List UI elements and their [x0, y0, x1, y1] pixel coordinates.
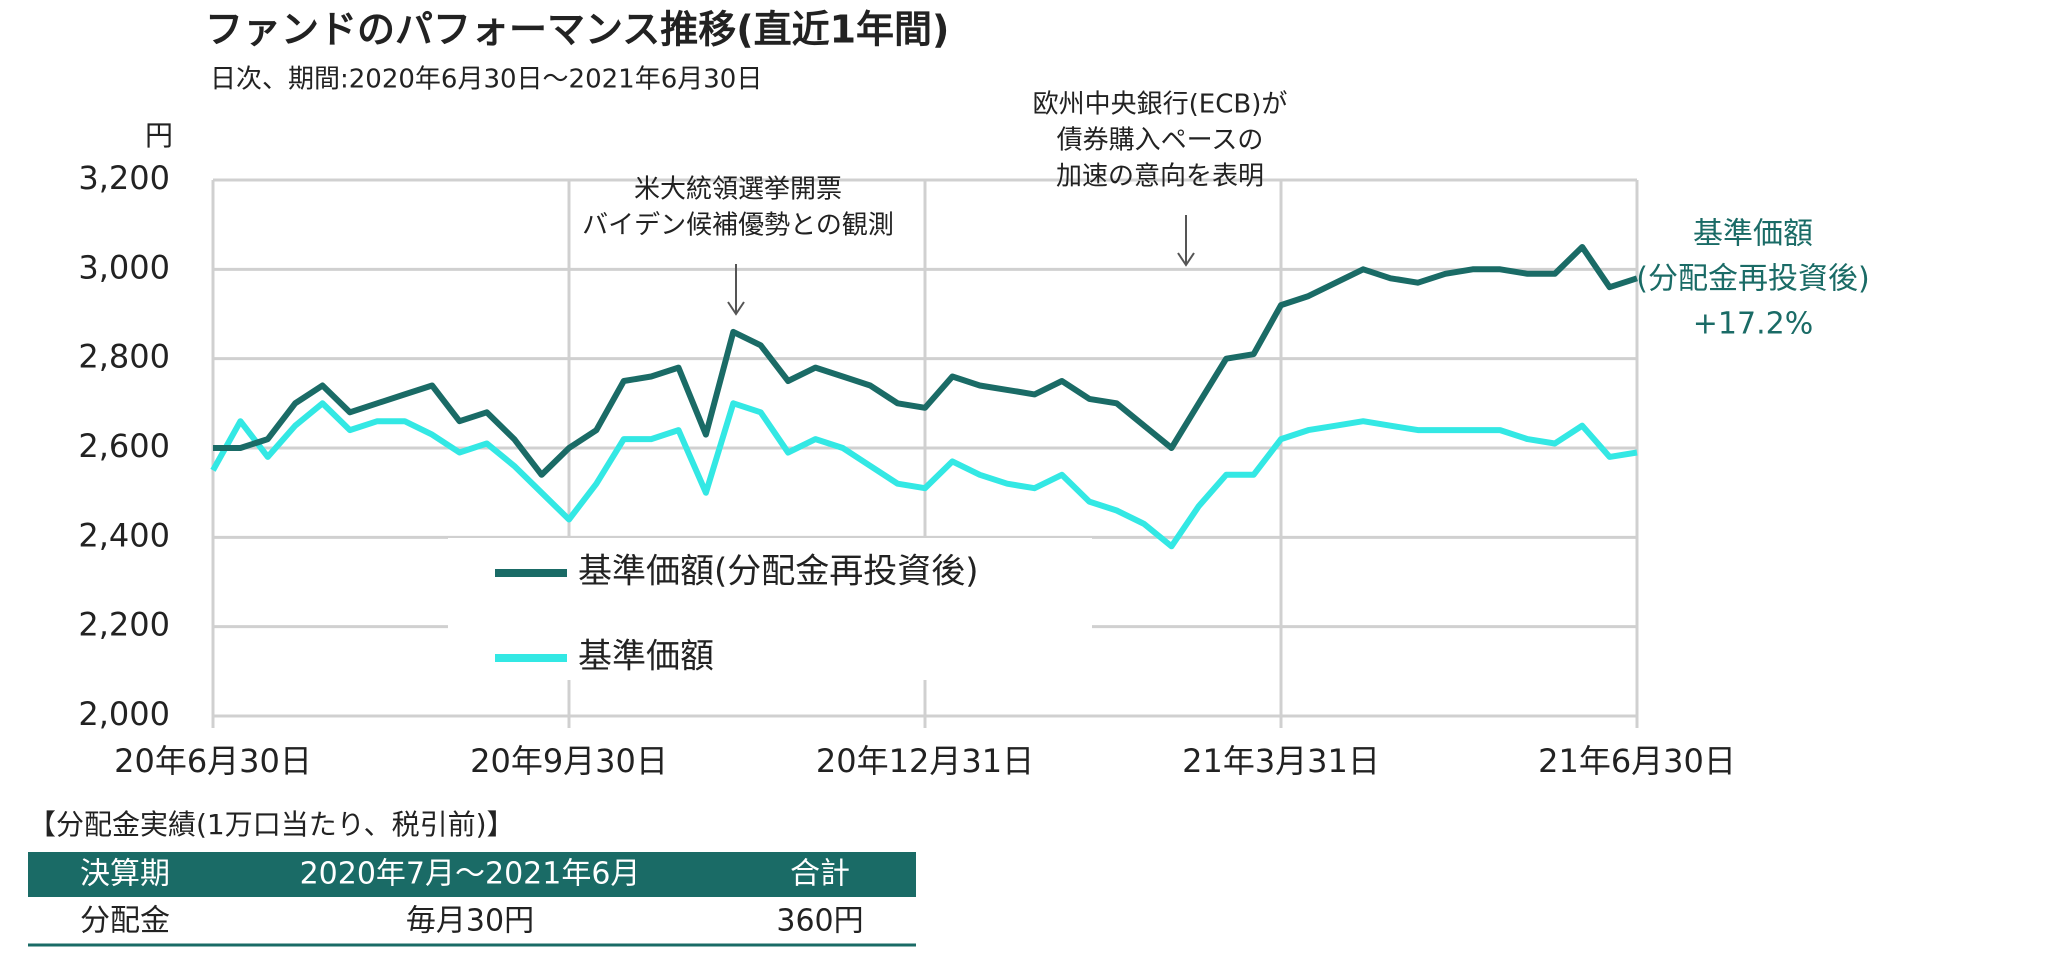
series-line — [210, 400, 1638, 550]
table-cell: 分配金 — [80, 904, 170, 939]
y-axis-unit: 円 — [145, 119, 173, 152]
side-label: (分配金再投資後) — [1636, 262, 1869, 297]
x-tick-label: 20年6月30日 — [114, 742, 312, 780]
y-tick-label: 2,400 — [78, 516, 170, 554]
x-tick-label: 21年6月30日 — [1538, 742, 1736, 780]
annotation-arrow — [1177, 215, 1195, 267]
x-tick-label: 20年12月31日 — [816, 742, 1034, 780]
annotation: 米大統領選挙開票 — [634, 175, 842, 205]
legend-label: 基準価額 — [578, 637, 714, 677]
side-label: 基準価額 — [1693, 217, 1813, 252]
annotation: 欧州中央銀行(ECB)が — [1033, 90, 1288, 120]
y-tick-label: 2,200 — [78, 606, 170, 644]
side-label: +17.2% — [1693, 307, 1813, 342]
table-header-cell: 決算期 — [80, 857, 170, 892]
annotation-arrow — [727, 264, 745, 316]
table-caption: 【分配金実績(1万口当たり、税引前)】 — [28, 808, 515, 841]
legend-label: 基準価額(分配金再投資後) — [578, 552, 979, 592]
table-header-cell: 2020年7月～2021年6月 — [300, 857, 641, 892]
x-tick-label: 20年9月30日 — [470, 742, 668, 780]
annotation: 加速の意向を表明 — [1056, 162, 1264, 192]
chart-title: ファンドのパフォーマンス推移(直近1年間) — [205, 8, 949, 52]
table-cell: 毎月30円 — [406, 904, 534, 939]
y-tick-label: 2,000 — [78, 695, 170, 733]
table-cell: 360円 — [776, 904, 863, 939]
y-tick-label: 3,200 — [78, 159, 170, 197]
y-tick-label: 3,000 — [78, 248, 170, 286]
annotation: バイデン候補優勢との観測 — [582, 211, 894, 241]
annotation: 債券購入ペースの — [1057, 126, 1264, 156]
table-header-cell: 合計 — [790, 857, 850, 892]
chart-subtitle: 日次、期間:2020年6月30日～2021年6月30日 — [210, 65, 762, 95]
x-tick-label: 21年3月31日 — [1182, 742, 1380, 780]
y-tick-label: 2,800 — [78, 338, 170, 376]
table-header-bg — [28, 852, 916, 897]
y-tick-label: 2,600 — [78, 427, 170, 465]
series-line — [213, 244, 1638, 478]
